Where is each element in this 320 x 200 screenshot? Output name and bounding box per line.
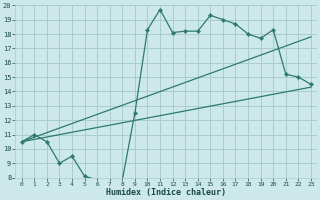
X-axis label: Humidex (Indice chaleur): Humidex (Indice chaleur)	[106, 188, 226, 197]
